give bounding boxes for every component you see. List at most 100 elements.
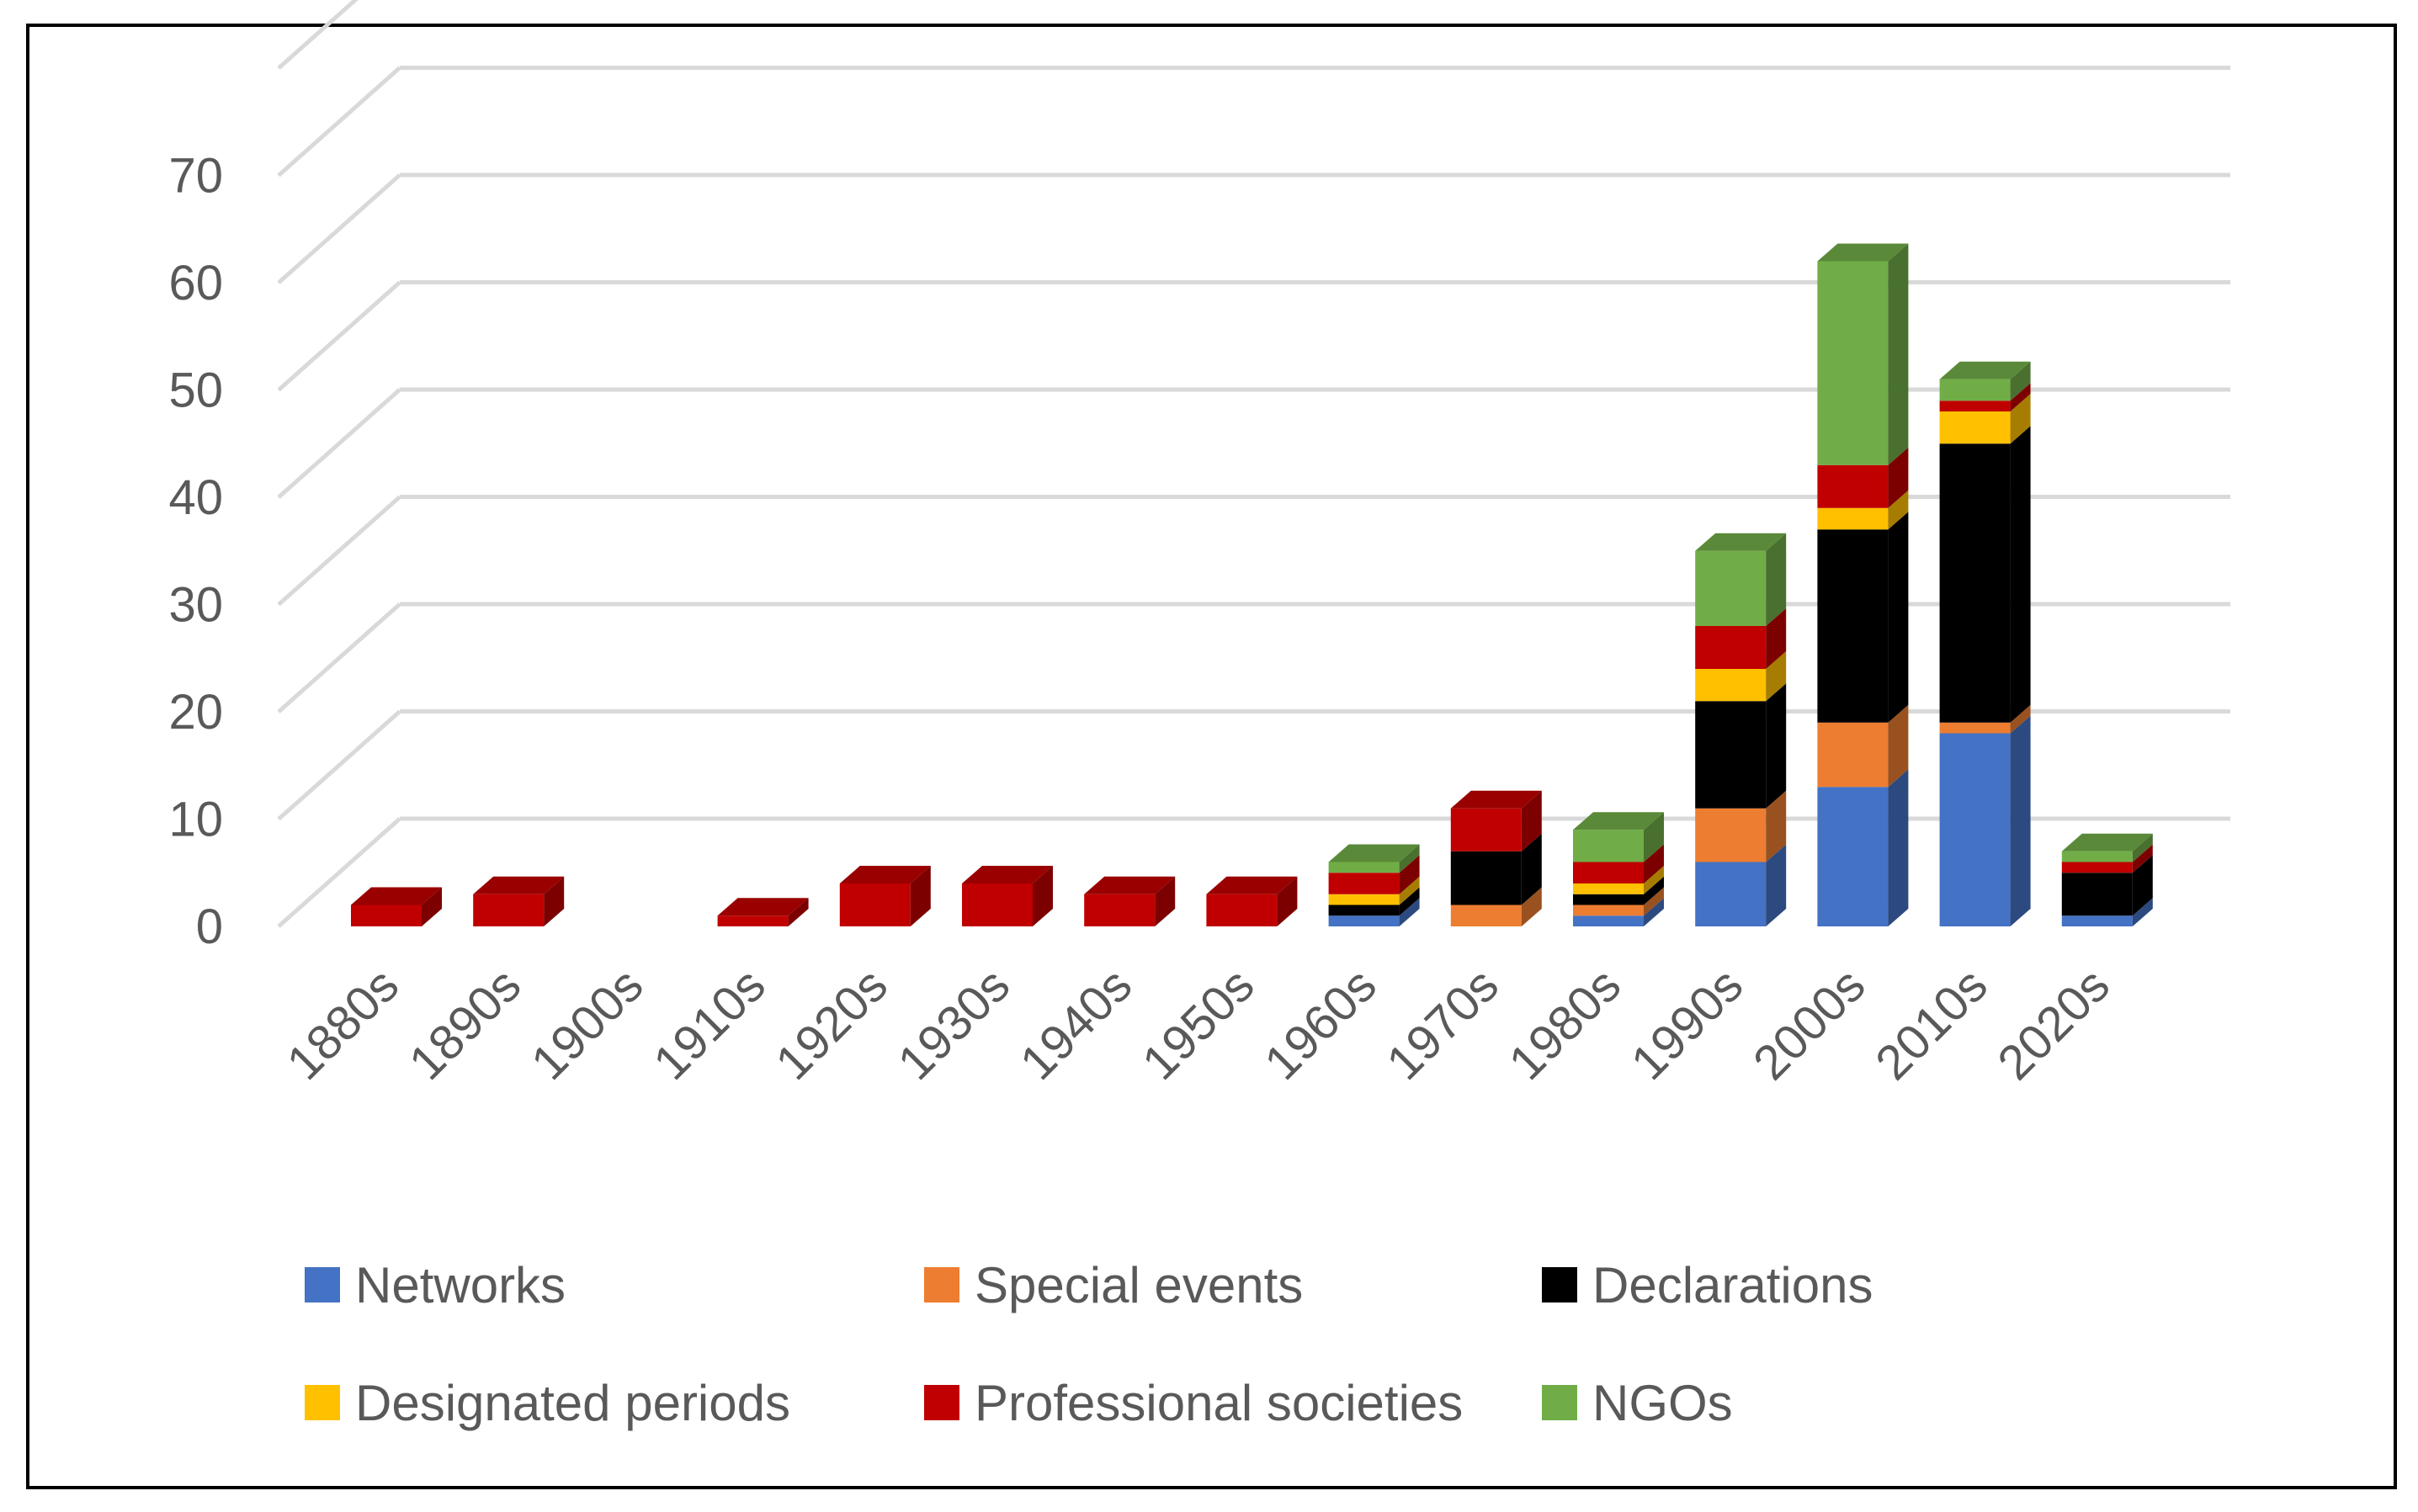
y-tick-label: 20 <box>168 685 223 740</box>
bar-face <box>1573 883 1644 894</box>
bar-stack-2010s <box>1939 361 2031 926</box>
bar-face <box>1939 443 2011 723</box>
bar-face <box>1939 411 2011 444</box>
bar-top <box>1817 243 1909 262</box>
x-tick-label: 2020s <box>1987 958 2120 1090</box>
bar-face <box>2061 862 2133 873</box>
bar-segment-designated-periods <box>1328 876 1420 905</box>
bar-side <box>1888 512 1909 723</box>
bar-segment-special-events <box>1695 790 1787 862</box>
bar-face <box>1817 529 1889 723</box>
bar-top <box>351 887 442 905</box>
y-tick-label: 0 <box>196 899 223 954</box>
bar-face <box>1695 626 1767 669</box>
gridline-diagonal <box>277 173 401 284</box>
legend: Networks Special events Declarations Design… <box>305 1257 1873 1431</box>
bar-stack-1990s <box>1695 533 1787 926</box>
bar-segment-declarations <box>2061 855 2153 916</box>
bar-face <box>839 883 911 926</box>
bar-side <box>1766 651 1787 702</box>
bar-segment-professional-societies <box>962 866 1053 926</box>
bar-side <box>2132 844 2153 873</box>
bar-top <box>473 876 565 894</box>
bar-face <box>1817 787 1889 926</box>
bar-face <box>473 894 545 926</box>
bar-stack-1950s <box>1206 876 1298 926</box>
bar-segment-ngos <box>2061 833 2153 862</box>
bar-face <box>1939 733 2011 926</box>
bar-side <box>1521 887 1542 926</box>
y-tick-label: 30 <box>168 578 223 633</box>
legend-item-special-events: Special events <box>924 1257 1303 1313</box>
bar-face <box>1817 722 1889 788</box>
gridline-diagonal <box>277 495 401 607</box>
legend-label: Special events <box>975 1257 1303 1313</box>
legend-item-professional-societies: Professional societies <box>924 1375 1463 1431</box>
bar-side <box>422 887 442 926</box>
bar-top <box>1328 844 1420 862</box>
bar-segment-professional-societies <box>2061 844 2153 873</box>
bar-segment-professional-societies <box>1695 608 1787 669</box>
bar-face <box>1328 873 1400 894</box>
bar-segment-professional-societies <box>351 887 442 926</box>
legend-item-networks: Networks <box>305 1257 566 1313</box>
y-axis-tick-labels: 0 10 20 30 40 50 60 70 <box>168 149 223 955</box>
bar-side <box>1644 812 1664 862</box>
x-tick-label: 1920s <box>765 958 898 1090</box>
legend-label: Professional societies <box>975 1375 1463 1431</box>
bar-stack-2000s <box>1817 243 1909 926</box>
bar-top <box>839 866 931 883</box>
bar-side <box>788 898 809 926</box>
x-tick-label: 1950s <box>1132 958 1265 1090</box>
bar-face <box>1695 808 1767 862</box>
bar-stack-1920s <box>839 866 931 926</box>
bar-side <box>1399 876 1420 905</box>
gridline-diagonal <box>277 602 401 714</box>
bar-face <box>2061 873 2133 916</box>
bar-face <box>1328 905 1400 916</box>
legend-label: Designated periods <box>355 1375 790 1431</box>
bar-top <box>1450 790 1542 809</box>
bar-side <box>1888 769 1909 926</box>
bar-segment-designated-periods <box>1817 490 1909 530</box>
bar-segment-professional-societies <box>1328 855 1420 894</box>
bar-side <box>2132 833 2153 862</box>
bar-segment-declarations <box>1939 426 2031 723</box>
bar-side <box>1766 533 1787 626</box>
bar-segment-ngos <box>1817 243 1909 465</box>
bar-top <box>962 866 1053 883</box>
bar-face <box>1084 894 1156 926</box>
bar-side <box>1155 876 1176 926</box>
bar-side <box>1766 683 1787 809</box>
bar-face <box>1817 464 1889 508</box>
bar-side <box>910 866 931 926</box>
bar-segment-ngos <box>1328 844 1420 873</box>
bar-face <box>1573 862 1644 883</box>
bar-face <box>1328 862 1400 873</box>
bar-segment-networks <box>1695 844 1787 926</box>
bar-face <box>1695 862 1767 926</box>
bar-segment-ngos <box>1573 812 1664 862</box>
x-tick-label: 1910s <box>643 958 776 1090</box>
bar-stack-1910s <box>717 898 809 926</box>
bar-side <box>1888 704 1909 788</box>
bar-face <box>1450 905 1522 926</box>
x-tick-label: 1960s <box>1254 958 1387 1090</box>
bar-side <box>544 876 565 926</box>
legend-item-designated-periods: Designated periods <box>305 1375 790 1431</box>
bar-segment-declarations <box>1450 833 1542 905</box>
bar-segment-ngos <box>1939 361 2031 401</box>
x-tick-label: 1930s <box>887 958 1020 1090</box>
bar-stack-2020s <box>2061 833 2153 926</box>
bar-side <box>2132 855 2153 916</box>
legend-swatch <box>1542 1267 1577 1302</box>
bar-segment-networks <box>1573 898 1664 926</box>
bar-side <box>1888 243 1909 465</box>
bar-face <box>1695 669 1767 702</box>
bar-side <box>1888 490 1909 530</box>
bar-segment-professional-societies <box>1939 383 2031 411</box>
bar-face <box>717 915 789 926</box>
x-tick-label: 1940s <box>1010 958 1143 1090</box>
bar-stack-1890s <box>473 876 565 926</box>
bar-segment-designated-periods <box>1573 866 1664 894</box>
